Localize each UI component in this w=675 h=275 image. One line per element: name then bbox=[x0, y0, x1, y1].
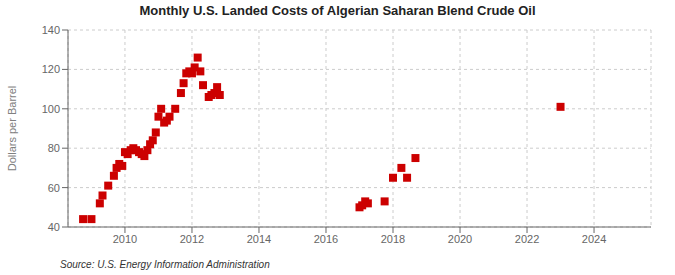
svg-text:2020: 2020 bbox=[448, 233, 472, 245]
svg-text:60: 60 bbox=[48, 182, 60, 194]
svg-text:2010: 2010 bbox=[113, 233, 137, 245]
svg-text:2012: 2012 bbox=[180, 233, 204, 245]
svg-text:2024: 2024 bbox=[582, 233, 606, 245]
svg-text:Dollars per Barrel: Dollars per Barrel bbox=[8, 86, 18, 172]
html-text:Source: U.S. Energy Informatio: Source: U.S. Energy Information Administ… bbox=[60, 259, 270, 270]
svg-text:2014: 2014 bbox=[247, 233, 271, 245]
svg-text:100: 100 bbox=[42, 103, 60, 115]
svg-text:2022: 2022 bbox=[515, 233, 539, 245]
svg-text:140: 140 bbox=[42, 24, 60, 36]
svg-text:80: 80 bbox=[48, 142, 60, 154]
svg-text:40: 40 bbox=[48, 221, 60, 233]
svg-text:2016: 2016 bbox=[314, 233, 338, 245]
svg-text:120: 120 bbox=[42, 63, 60, 75]
html-text:Monthly U.S. Landed Costs of A: Monthly U.S. Landed Costs of Algerian Sa… bbox=[139, 3, 536, 18]
svg-text:2018: 2018 bbox=[381, 233, 405, 245]
